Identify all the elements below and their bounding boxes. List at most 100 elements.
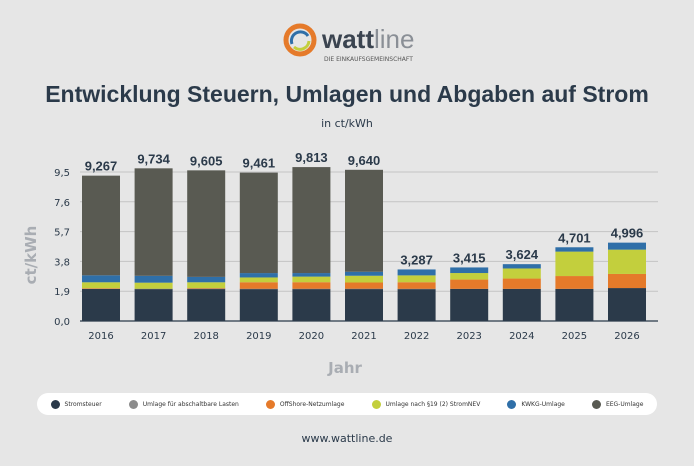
legend-label: Umlage für abschaltbare Lasten: [142, 400, 239, 408]
total-label: 3,624: [506, 247, 539, 262]
y-tick-label: 9,5: [54, 168, 70, 179]
logo-brand-light: line: [374, 24, 415, 54]
x-tick-label: 2026: [614, 331, 639, 342]
total-label: 4,996: [611, 226, 644, 241]
bar-segment: [82, 282, 120, 289]
x-tick-label: 2023: [456, 331, 481, 342]
bar-segment: [345, 271, 383, 276]
legend-swatch: [371, 399, 381, 409]
bar-segment: [292, 167, 331, 274]
y-tick-label: 7,6: [54, 198, 70, 209]
bar-segment: [134, 282, 173, 289]
bar-segment: [134, 168, 173, 276]
legend: Stromsteuer Umlage für abschaltbare Laste…: [37, 393, 657, 415]
bar-segment: [397, 288, 436, 290]
bar-segment: [397, 275, 436, 283]
x-tick-label: 2021: [351, 331, 376, 342]
bar-segment: [345, 282, 383, 289]
bar-segment: [555, 247, 594, 252]
bar-segment: [82, 288, 120, 321]
legend-label: Stromsteuer: [64, 400, 102, 408]
bar-segment: [187, 288, 226, 289]
bar-segment: [239, 273, 278, 278]
y-tick-label: 3,8: [54, 257, 70, 268]
chart-title: Entwicklung Steuern, Umlagen und Abgaben…: [45, 81, 649, 107]
bar-segment: [239, 282, 278, 289]
bar-segment: [292, 288, 331, 321]
y-tick-label: 1,9: [54, 287, 70, 298]
legend-label: Umlage nach §19 (2) StromNEV: [385, 400, 481, 408]
bar-segment: [555, 276, 594, 289]
x-tick-label: 2020: [299, 331, 324, 342]
bar-segment: [502, 288, 541, 321]
legend-swatch: [591, 399, 601, 409]
bar-segment: [239, 288, 278, 321]
bar-segment: [134, 288, 173, 290]
legend-label: EEG-Umlage: [605, 400, 644, 408]
bar-segment: [239, 277, 278, 283]
bar-segment: [502, 264, 541, 269]
bar-segment: [187, 282, 226, 289]
total-label: 4,701: [558, 230, 591, 245]
y-axis-label: ct/kWh: [22, 226, 40, 285]
footer-url: www.wattline.de: [301, 432, 393, 445]
bar-segment: [82, 288, 120, 289]
bar-segment: [397, 282, 436, 289]
bar-segment: [134, 288, 173, 321]
total-label: 9,267: [85, 159, 118, 174]
bar-segment: [345, 288, 383, 321]
total-label: 9,734: [137, 151, 170, 166]
bar-segment: [450, 279, 489, 289]
x-axis-label: Jahr: [327, 359, 362, 377]
bar-segment: [450, 273, 489, 280]
logo-wordmark: wattline: [322, 26, 414, 52]
bar-segment: [502, 268, 541, 279]
legend-item: EEG-Umlage: [591, 399, 644, 409]
x-tick-label: 2017: [141, 331, 166, 342]
total-label: 9,813: [295, 150, 328, 165]
bar-segment: [345, 275, 383, 283]
legend-item: OffShore-Netzumlage: [265, 399, 344, 409]
legend-item: Umlage für abschaltbare Lasten: [128, 399, 239, 409]
bar-segment: [450, 288, 489, 321]
legend-swatch: [265, 399, 275, 409]
wattline-logo: wattline DIE EINKAUFSGEMEINSCHAFT: [282, 22, 432, 66]
bar-segment: [608, 249, 646, 274]
logo-tagline: DIE EINKAUFSGEMEINSCHAFT: [324, 56, 413, 63]
total-label: 3,287: [400, 252, 433, 267]
total-label: 9,605: [190, 153, 223, 168]
total-label: 3,415: [453, 250, 486, 265]
bar-segment: [82, 275, 120, 283]
logo-ring-icon: [283, 23, 317, 57]
bar-segment: [239, 288, 278, 290]
x-tick-label: 2025: [562, 331, 587, 342]
total-label: 9,640: [348, 153, 381, 168]
bar-segment: [292, 288, 331, 290]
bar-segment: [187, 288, 226, 290]
bar-segment: [239, 172, 278, 274]
bar-segment: [608, 288, 646, 321]
bar-segment: [292, 273, 331, 277]
x-tick-label: 2019: [246, 331, 271, 342]
logo-brand-bold: watt: [322, 24, 374, 54]
bar-segment: [608, 242, 646, 250]
bar-segment: [292, 282, 331, 289]
bar-segment: [450, 267, 489, 274]
x-tick-label: 2018: [193, 331, 218, 342]
bar-segment: [187, 170, 226, 277]
legend-swatch: [128, 399, 138, 409]
plot-area: 0,0 1,9 3,8 5,7 7,6 9,5 9,267 2016 9,734 2017 9,60…: [22, 150, 658, 377]
bar-segment: [134, 275, 173, 283]
bar-segment: [187, 288, 226, 321]
x-tick-label: 2016: [88, 331, 113, 342]
legend-label: KWKG-Umlage: [521, 400, 565, 408]
legend-item: KWKG-Umlage: [507, 399, 565, 409]
bar-segment: [345, 288, 383, 290]
bar-segment: [608, 273, 646, 289]
bar-segment: [292, 276, 331, 283]
bar-segment: [397, 269, 436, 276]
bar-segment: [187, 276, 226, 283]
y-tick-label: 5,7: [54, 228, 70, 239]
y-tick-label: 0,0: [54, 317, 70, 328]
